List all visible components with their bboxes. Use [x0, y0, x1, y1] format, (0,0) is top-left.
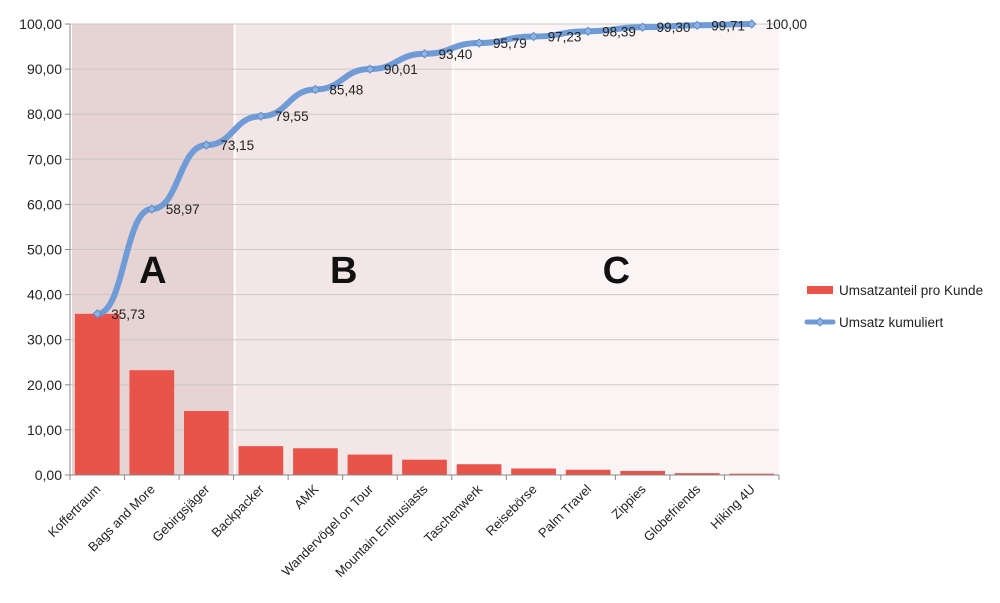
y-tick-label: 20,00	[27, 377, 62, 393]
x-tick-label: Taschenwerk	[421, 481, 486, 546]
y-tick-label: 90,00	[27, 61, 62, 77]
cumulative-data-label: 35,73	[111, 307, 145, 322]
bar-10	[565, 469, 611, 475]
cumulative-point-1	[92, 309, 102, 319]
cumulative-point-9	[528, 31, 539, 42]
zone-a-label: A	[139, 250, 166, 292]
cumulative-point-2	[147, 204, 157, 214]
legend-line-marker	[815, 317, 825, 327]
cumulative-data-label: 99,30	[657, 20, 691, 35]
x-tick-label: Wandervögel on Tour	[279, 481, 377, 579]
cumulative-data-label: 99,71	[711, 18, 745, 33]
cumulative-point-11	[637, 22, 648, 32]
x-tick-label: Zippies	[609, 481, 650, 522]
bar-9	[511, 468, 556, 475]
cumulative-data-label: 95,79	[493, 36, 527, 51]
x-tick-label: Mountain Enthusiasts	[332, 481, 431, 580]
labels-layer: 35,73 58,97 73,15 79,55 85,48 90,01 93,40 95,79…	[111, 17, 807, 322]
cumulative-data-label: 93,40	[439, 47, 473, 62]
y-tick-label: 50,00	[27, 242, 62, 258]
cumulative-line	[94, 21, 755, 317]
bar-13	[729, 473, 775, 475]
cumulative-data-label: 90,01	[384, 62, 418, 77]
x-tick-label: Palm Travel	[535, 481, 594, 540]
y-tick-label: 30,00	[27, 332, 62, 348]
legend-bar-swatch	[807, 286, 833, 294]
y-tick-label: 0,00	[35, 467, 62, 483]
cumulative-point-3	[201, 140, 212, 150]
bar-6	[347, 454, 393, 475]
y-tick-label: 40,00	[27, 287, 62, 303]
bar-2	[129, 370, 175, 475]
cumulative-line-layer	[92, 19, 757, 319]
cumulative-data-label: 100,00	[766, 17, 807, 32]
cumulative-data-label: 97,23	[548, 29, 582, 44]
cumulative-point-8	[474, 38, 484, 48]
y-tick-label: 70,00	[27, 151, 62, 167]
bar-7	[402, 459, 447, 475]
bar-11	[620, 470, 666, 475]
bar-12	[674, 473, 720, 475]
bar-3	[183, 411, 229, 475]
y-tick-label: 60,00	[27, 196, 62, 212]
legend-line-label: Umsatz kumuliert	[839, 315, 944, 330]
y-tick-label: 80,00	[27, 106, 62, 122]
x-tick-label: Hiking 4U	[707, 482, 757, 532]
cumulative-data-label: 79,55	[275, 109, 309, 124]
x-tick-label: Koffertraum	[45, 482, 103, 540]
zone-b-label: B	[330, 250, 357, 292]
legend-bar-label: Umsatzanteil pro Kunde	[839, 283, 983, 298]
x-tick-label: Backpacker	[208, 481, 267, 540]
bar-4	[238, 446, 284, 475]
x-tick-label: Gebirgsjäger	[149, 481, 213, 545]
bar-1	[74, 313, 120, 475]
bar-5	[293, 448, 338, 475]
x-tick-label: Reisebörse	[483, 482, 540, 539]
x-tick-label: AMK	[291, 481, 322, 512]
bars-layer	[74, 313, 775, 475]
cumulative-data-label: 58,97	[166, 202, 200, 217]
cumulative-data-label: 73,15	[220, 138, 254, 153]
cumulative-point-5	[310, 84, 321, 95]
cumulative-point-4	[256, 111, 266, 121]
cumulative-point-13	[747, 19, 757, 29]
cumulative-point-6	[365, 64, 375, 74]
y-tick-label: 100,00	[19, 16, 62, 32]
cumulative-data-label: 98,39	[602, 24, 636, 39]
x-tick-label: Globefriends	[641, 481, 704, 544]
cumulative-point-12	[692, 20, 702, 31]
legend: Umsatzanteil pro Kunde Umsatz kumuliert	[804, 283, 983, 330]
zone-c-label: C	[603, 250, 630, 292]
y-tick-label: 10,00	[27, 422, 62, 438]
cumulative-point-7	[419, 49, 430, 59]
cumulative-data-label: 85,48	[329, 82, 363, 97]
bar-8	[456, 464, 502, 475]
cumulative-point-10	[583, 26, 593, 36]
